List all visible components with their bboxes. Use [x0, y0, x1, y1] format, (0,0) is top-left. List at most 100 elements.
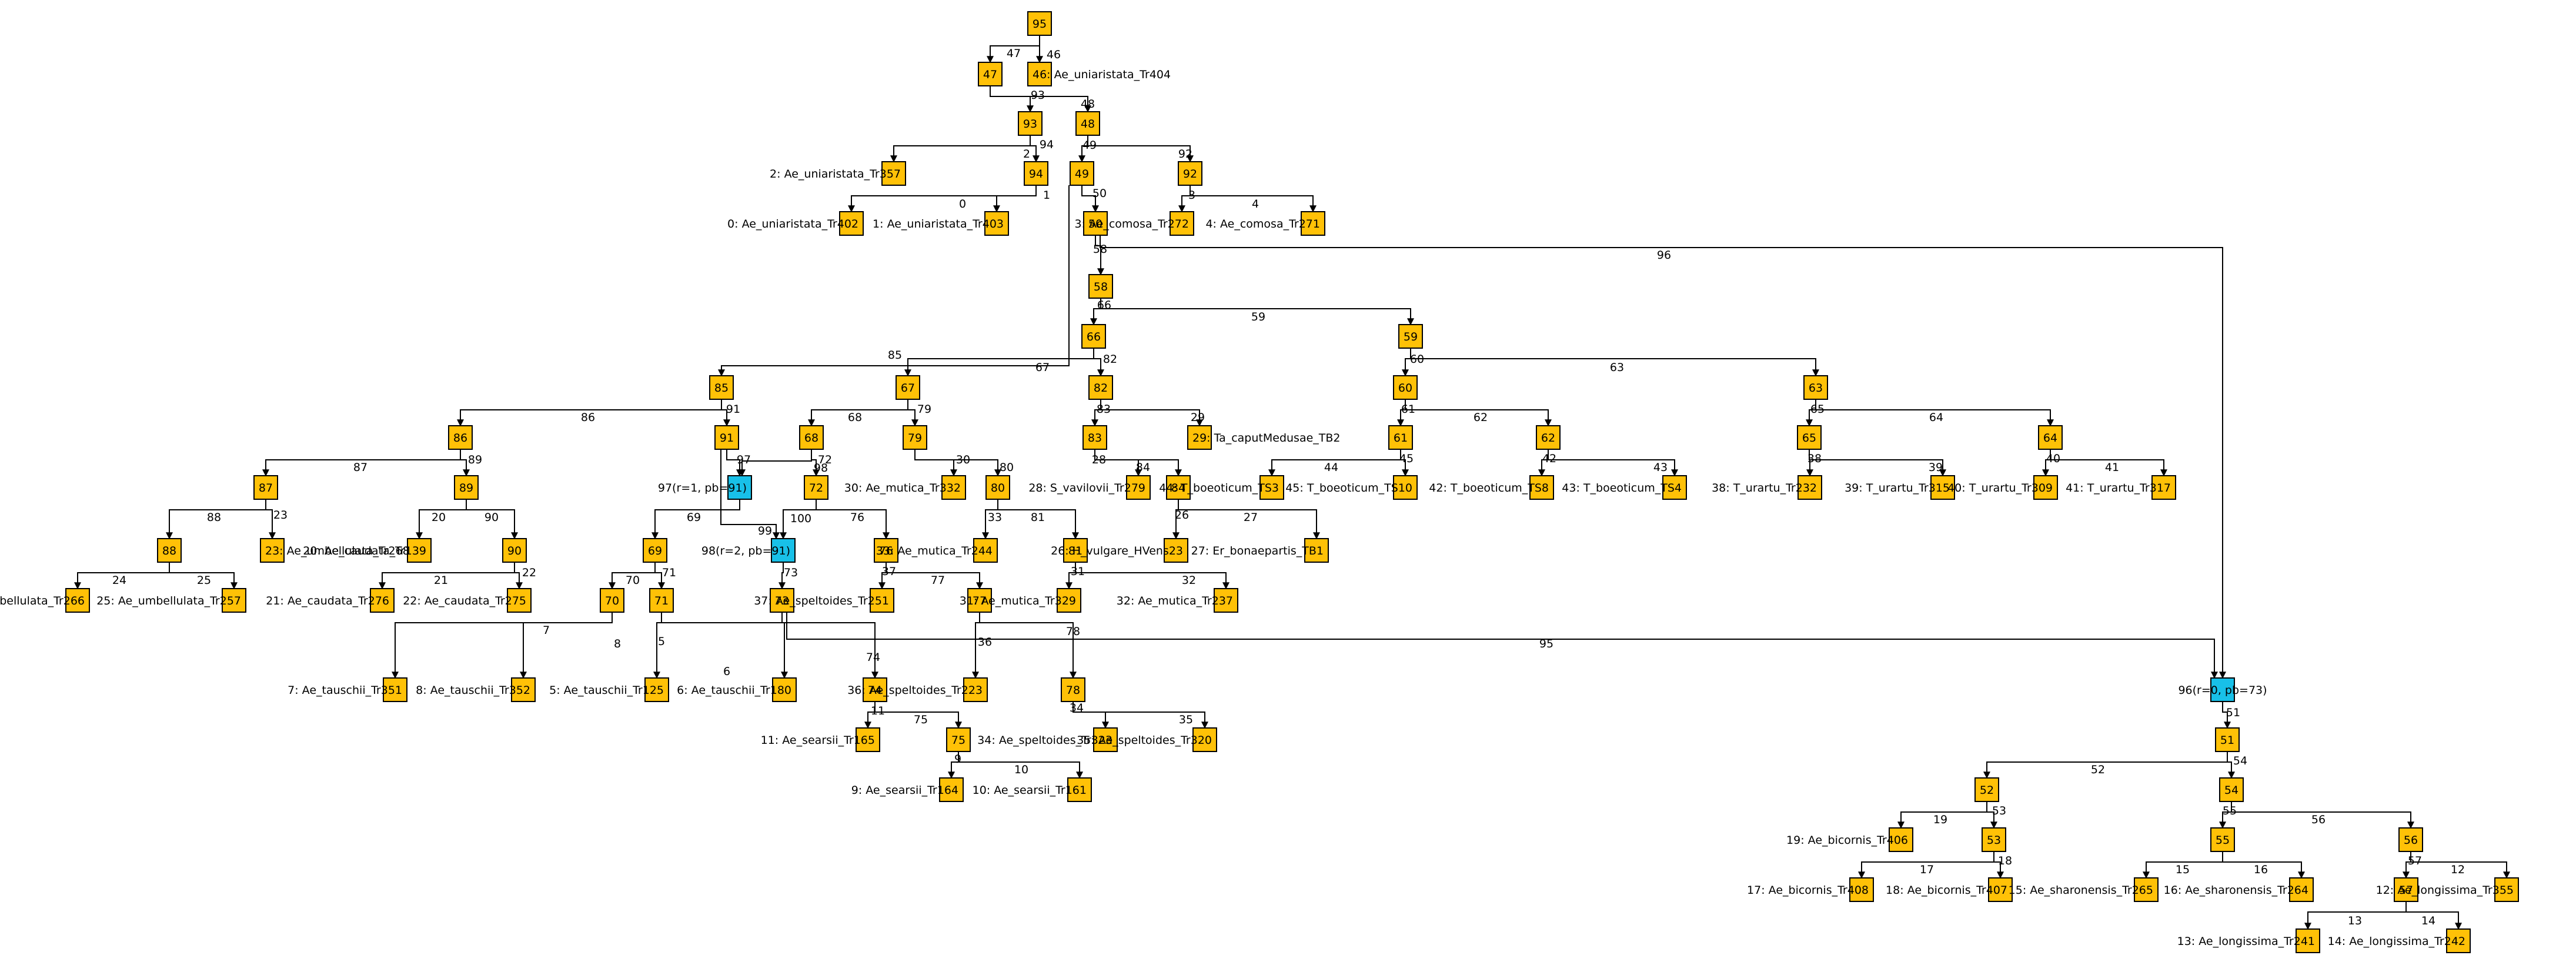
node-L7[interactable]: 7: Ae_tauschii_Tr351	[288, 677, 407, 702]
node-59[interactable]: 59	[1398, 324, 1423, 349]
node-L43[interactable]: 43: T_boeoticum_TS4	[1562, 475, 1687, 500]
node-L1[interactable]: 1: Ae_uniaristata_Tr403	[873, 211, 1009, 236]
node-51[interactable]: 51	[2215, 727, 2240, 752]
node-69[interactable]: 69	[643, 538, 667, 563]
node-L17[interactable]: 17: Ae_bicornis_Tr408	[1747, 877, 1874, 902]
node-93[interactable]: 93	[1018, 111, 1043, 136]
node-87[interactable]: 87	[253, 475, 278, 500]
node-L14[interactable]: 14: Ae_longissima_Tr242	[2328, 928, 2471, 953]
node-94[interactable]: 94	[1024, 161, 1048, 186]
node-L30[interactable]: 30: Ae_mutica_Tr332	[844, 475, 966, 500]
node-53[interactable]: 53	[1982, 827, 2006, 852]
node-81[interactable]: 81	[1063, 538, 1088, 563]
node-67[interactable]: 67	[896, 375, 920, 400]
node-61[interactable]: 61	[1388, 425, 1413, 450]
node-L44[interactable]: 44: T_boeoticum_TS3	[1159, 475, 1284, 500]
node-75[interactable]: 75	[946, 727, 971, 752]
node-L34[interactable]: 34: Ae_speltoides_Tr323	[977, 727, 1118, 752]
node-95[interactable]: 95	[1027, 11, 1052, 36]
node-85[interactable]: 85	[709, 375, 734, 400]
node-74[interactable]: 74	[863, 677, 887, 702]
node-L4[interactable]: 4: Ae_comosa_Tr271	[1205, 211, 1325, 236]
node-76[interactable]: 76	[874, 538, 898, 563]
node-L46[interactable]: 46: Ae_uniaristata_Tr404	[1027, 62, 1171, 86]
node-L21[interactable]: 21: Ae_caudata_Tr276	[266, 588, 395, 613]
node-58[interactable]: 58	[1088, 274, 1113, 299]
node-L45[interactable]: 45: T_boeoticum_TS10	[1285, 475, 1418, 500]
node-92[interactable]: 92	[1178, 161, 1202, 186]
node-63[interactable]: 63	[1803, 375, 1828, 400]
node-L27[interactable]: 27: Er_bonaepartis_TB1	[1191, 538, 1329, 563]
node-82[interactable]: 82	[1088, 375, 1113, 400]
node-L8[interactable]: 8: Ae_tauschii_Tr352	[416, 677, 536, 702]
node-L6[interactable]: 6: Ae_tauschii_Tr180	[677, 677, 797, 702]
node-L41[interactable]: 41: T_urartu_Tr317	[2066, 475, 2176, 500]
node-55[interactable]: 55	[2210, 827, 2235, 852]
node-60[interactable]: 60	[1393, 375, 1418, 400]
node-91[interactable]: 91	[714, 425, 739, 450]
node-84[interactable]: 84	[1166, 475, 1191, 500]
node-78[interactable]: 78	[1061, 677, 1085, 702]
node-L36[interactable]: 36: Ae_speltoides_Tr223	[847, 677, 988, 702]
node-49[interactable]: 49	[1070, 161, 1094, 186]
node-L18[interactable]: 18: Ae_bicornis_Tr407	[1886, 877, 2013, 902]
node-L40[interactable]: 40: T_urartu_Tr309	[1947, 475, 2058, 500]
node-L38[interactable]: 38: T_urartu_Tr232	[1712, 475, 1822, 500]
node-66[interactable]: 66	[1081, 324, 1106, 349]
node-label: 83	[1088, 432, 1102, 445]
node-89[interactable]: 89	[454, 475, 479, 500]
node-L37[interactable]: 37: Ae_speltoides_Tr251	[754, 588, 894, 613]
node-47[interactable]: 47	[978, 62, 1003, 86]
node-71[interactable]: 71	[649, 588, 674, 613]
node-L23[interactable]: 23: Ae_umbellulata_Tr268	[260, 538, 410, 563]
node-L33[interactable]: 33: Ae_mutica_Tr244	[876, 538, 998, 563]
node-L25[interactable]: 25: Ae_umbellulata_Tr257	[96, 588, 246, 613]
node-98[interactable]: 98(r=2, pb=91)	[701, 538, 796, 563]
node-L11[interactable]: 11: Ae_searsii_Tr165	[761, 727, 880, 752]
node-L16[interactable]: 16: Ae_sharonensis_Tr264	[2164, 877, 2314, 902]
node-96[interactable]: 96(r=0, pb=73)	[2178, 677, 2267, 702]
node-L10[interactable]: 10: Ae_searsii_Tr161	[973, 777, 1092, 802]
node-L5[interactable]: 5: Ae_tauschii_Tr125	[549, 677, 669, 702]
node-73[interactable]: 73	[770, 588, 794, 613]
node-83[interactable]: 83	[1082, 425, 1107, 450]
node-80[interactable]: 80	[985, 475, 1010, 500]
node-90[interactable]: 90	[502, 538, 527, 563]
node-L2[interactable]: 2: Ae_uniaristata_Tr357	[770, 161, 906, 186]
node-68[interactable]: 68	[799, 425, 824, 450]
node-L32[interactable]: 32: Ae_mutica_Tr237	[1117, 588, 1238, 613]
node-48[interactable]: 48	[1075, 111, 1100, 136]
node-L12[interactable]: 12: Ae_longissima_Tr355	[2376, 877, 2519, 902]
node-88[interactable]: 88	[157, 538, 182, 563]
node-62[interactable]: 62	[1536, 425, 1561, 450]
node-70[interactable]: 70	[600, 588, 624, 613]
node-L26[interactable]: 26: H_vulgare_HVens23	[1051, 538, 1188, 563]
node-54[interactable]: 54	[2219, 777, 2244, 802]
node-L0[interactable]: 0: Ae_uniaristata_Tr402	[727, 211, 864, 236]
node-L31[interactable]: 31: Ae_mutica_Tr329	[960, 588, 1081, 613]
node-L20[interactable]: 20: Ae_caudata_Tr139	[303, 538, 432, 563]
node-52[interactable]: 52	[1974, 777, 1999, 802]
node-L28[interactable]: 28: S_vavilovii_Tr279	[1028, 475, 1151, 500]
node-L19[interactable]: 19: Ae_bicornis_Tr406	[1786, 827, 1913, 852]
node-97[interactable]: 97(r=1, pb=91)	[658, 475, 752, 500]
node-L22[interactable]: 22: Ae_caudata_Tr275	[403, 588, 532, 613]
node-L15[interactable]: 15: Ae_sharonensis_Tr265	[2009, 877, 2159, 902]
node-L35[interactable]: 35: Ae_speltoides_Tr320	[1077, 727, 1217, 752]
node-79[interactable]: 79	[903, 425, 927, 450]
node-L29[interactable]: 29: Ta_caputMedusae_TB2	[1187, 425, 1341, 450]
node-65[interactable]: 65	[1797, 425, 1822, 450]
node-L39[interactable]: 39: T_urartu_Tr315	[1845, 475, 1955, 500]
node-L9[interactable]: 9: Ae_searsii_Tr164	[851, 777, 964, 802]
node-56[interactable]: 56	[2398, 827, 2423, 852]
node-57[interactable]: 57	[2394, 877, 2418, 902]
node-L13[interactable]: 13: Ae_longissima_Tr241	[2177, 928, 2320, 953]
node-L24[interactable]: 24: Ae_umbellulata_Tr266	[0, 588, 90, 613]
node-L3[interactable]: 3: Ae_comosa_Tr272	[1074, 211, 1194, 236]
node-72[interactable]: 72	[804, 475, 828, 500]
node-64[interactable]: 64	[2038, 425, 2063, 450]
node-L42[interactable]: 42: T_boeoticum_TS8	[1429, 475, 1554, 500]
node-50[interactable]: 50	[1083, 211, 1108, 236]
node-86[interactable]: 86	[448, 425, 473, 450]
node-77[interactable]: 77	[967, 588, 992, 613]
